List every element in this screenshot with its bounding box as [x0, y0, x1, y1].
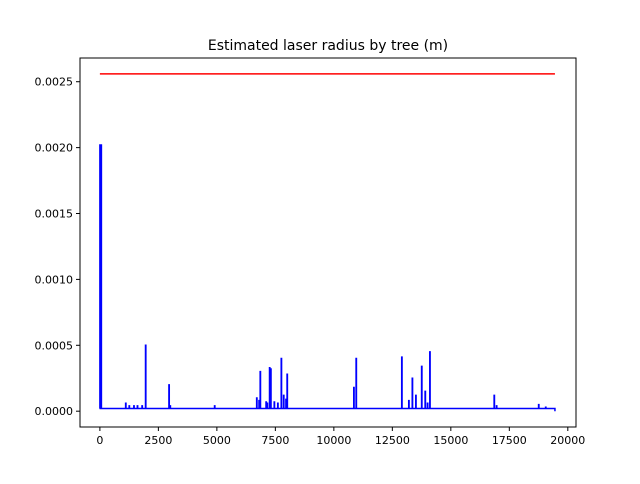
y-tick-label: 0.0015 — [35, 208, 74, 221]
y-tick-label: 0.0005 — [35, 339, 74, 352]
x-tick-label: 17500 — [492, 434, 527, 447]
x-tick-label: 7500 — [261, 434, 289, 447]
x-tick-label: 20000 — [550, 434, 585, 447]
plot-frame — [79, 57, 577, 428]
x-tick-label: 15000 — [433, 434, 468, 447]
axes: 0 2500 5000 7500 10000 12500 15000 17500 20000 0.… — [35, 76, 586, 447]
y-tick-label: 0.0000 — [35, 405, 74, 418]
plot-data — [99, 73, 556, 412]
x-tick-label: 5000 — [203, 434, 231, 447]
chart-title: Estimated laser radius by tree (m) — [208, 38, 448, 54]
x-tick-label: 10000 — [316, 434, 351, 447]
x-tick-label: 12500 — [375, 434, 410, 447]
x-tick-label: 2500 — [144, 434, 172, 447]
y-tick-label: 0.0020 — [35, 142, 74, 155]
x-tick-label: 0 — [96, 434, 103, 447]
y-tick-label: 0.0010 — [35, 273, 74, 286]
y-tick-label: 0.0025 — [35, 76, 74, 89]
radius-series-line — [99, 144, 556, 412]
